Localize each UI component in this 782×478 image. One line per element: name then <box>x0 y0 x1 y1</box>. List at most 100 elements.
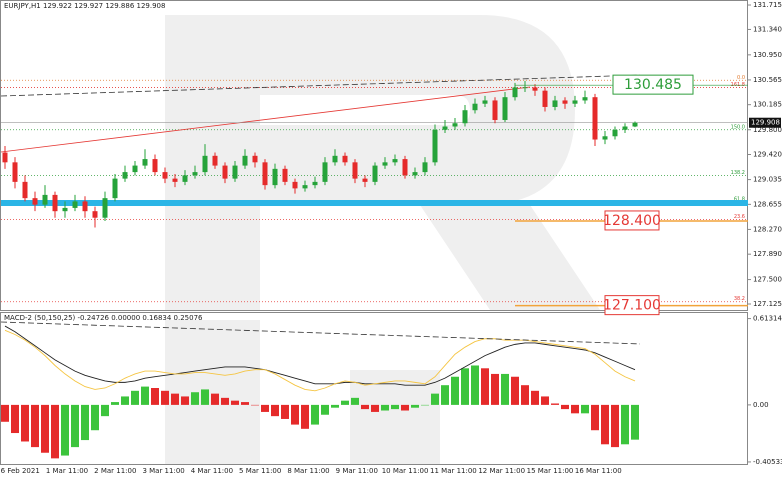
y-tick-label: 130.185 <box>753 101 782 109</box>
candle-body <box>82 201 88 212</box>
y-tick-label: 129.035 <box>753 176 782 184</box>
main-panel <box>0 0 748 311</box>
candle-body <box>252 155 258 163</box>
histogram-bar <box>161 390 169 405</box>
histogram-bar <box>51 404 59 459</box>
histogram-bar <box>171 393 179 405</box>
fib-label: 150.0 <box>731 124 745 130</box>
candle-body <box>552 100 558 107</box>
histogram-bar <box>441 385 449 405</box>
histogram-bar <box>581 404 589 414</box>
histogram-bar <box>341 400 349 405</box>
candle-body <box>272 168 278 186</box>
candle-body <box>572 100 578 104</box>
candle-body <box>22 181 28 199</box>
histogram-bar <box>131 390 139 405</box>
histogram-bar <box>271 404 279 417</box>
candle-body <box>42 194 48 205</box>
x-tick-label: 26 Feb 2021 <box>0 467 40 475</box>
candle-body <box>522 87 528 89</box>
histogram-bar <box>411 404 419 408</box>
candle-body <box>92 211 98 218</box>
histogram-bar <box>631 404 639 440</box>
candle-body <box>102 198 108 218</box>
y-tick-label: 127.125 <box>753 300 782 308</box>
candle-body <box>182 175 188 182</box>
candle-body <box>162 172 168 179</box>
histogram-bar <box>571 404 579 414</box>
candle-body <box>262 162 268 186</box>
histogram-bar <box>511 376 519 405</box>
y-tick-label: -0.40533 <box>753 458 782 466</box>
candle-body <box>612 129 618 137</box>
candle-body <box>582 97 588 101</box>
macd-line <box>4 329 636 392</box>
histogram-bar <box>551 403 559 405</box>
x-tick-label: 10 Mar 11:00 <box>382 467 429 475</box>
x-tick-label: 12 Mar 11:00 <box>478 467 525 475</box>
histogram-bar <box>21 404 29 442</box>
histogram-bar <box>381 404 389 411</box>
candle-body <box>212 155 218 166</box>
candle-body <box>432 129 438 163</box>
candle-body <box>412 172 418 176</box>
histogram-bar <box>121 396 129 405</box>
x-tick-label: 1 Mar 11:00 <box>46 467 88 475</box>
histogram-bar <box>351 397 359 405</box>
x-tick-label: 15 Mar 11:00 <box>527 467 574 475</box>
y-tick-label: 129.420 <box>753 151 782 159</box>
y-tick-label: 131.715 <box>753 1 782 9</box>
y-tick-label: 130.565 <box>753 76 782 84</box>
histogram-bar <box>181 396 189 405</box>
fib-label: 61.8 <box>734 197 745 203</box>
trendline <box>0 74 641 97</box>
candle-body <box>2 152 8 163</box>
target-box <box>612 74 694 95</box>
y-tick-label: 128.270 <box>753 225 782 233</box>
macd-line <box>4 325 636 386</box>
histogram-bar <box>221 397 229 405</box>
fib-label: 38.2 <box>734 296 745 302</box>
candle-body <box>132 165 138 173</box>
histogram-bar <box>241 402 249 405</box>
candle-body <box>622 126 628 130</box>
histogram-bar <box>251 404 259 406</box>
candle-body <box>322 162 328 182</box>
histogram-bar <box>61 404 69 456</box>
x-tick-label: 16 Mar 11:00 <box>575 467 622 475</box>
histogram-bar <box>371 404 379 412</box>
histogram-bar <box>91 404 99 431</box>
candle-body <box>222 165 228 179</box>
histogram-bar <box>111 402 119 405</box>
candle-body <box>512 87 518 98</box>
x-tick-label: 4 Mar 11:00 <box>191 467 233 475</box>
histogram-bar <box>361 404 369 410</box>
candle-body <box>452 123 458 127</box>
candle-body <box>172 178 178 182</box>
candle-body <box>202 155 208 173</box>
price-tag-label: 129.908 <box>751 119 780 127</box>
histogram-bar <box>421 404 429 406</box>
candle-body <box>152 159 158 173</box>
target-box <box>604 295 660 316</box>
candle-body <box>492 100 498 120</box>
macd-title: MACD-2 (50,150,25) -0.24726 0.00000 0.16… <box>4 314 203 322</box>
candle-body <box>482 100 488 104</box>
histogram-bar <box>471 365 479 405</box>
histogram-bar <box>591 404 599 431</box>
histogram-bar <box>431 393 439 405</box>
candle-body <box>72 201 78 208</box>
y-tick-label: 0.00 <box>753 401 769 409</box>
y-tick-label: 127.500 <box>753 276 782 284</box>
histogram-bar <box>261 404 269 412</box>
target-label: 130.485 <box>624 77 682 93</box>
histogram-bar <box>401 404 409 411</box>
watermark <box>165 15 600 464</box>
histogram-bar <box>501 373 509 405</box>
histogram-bar <box>521 385 529 405</box>
candle-body <box>382 162 388 166</box>
histogram-bar <box>461 368 469 405</box>
candle-body <box>12 162 18 182</box>
histogram-bar <box>141 386 149 405</box>
